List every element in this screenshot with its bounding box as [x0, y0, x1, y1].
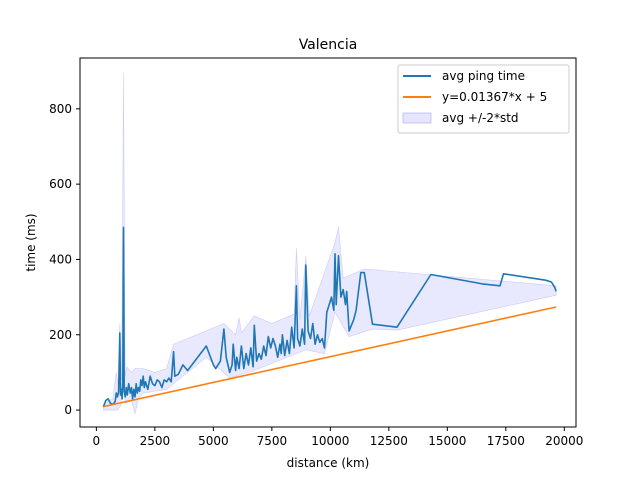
legend-fit-label: y=0.01367*x + 5: [442, 90, 547, 104]
plot-area: [102, 73, 557, 414]
legend-band-swatch: [402, 112, 432, 124]
y-tick-label: 200: [49, 328, 72, 342]
avg-ping-line: [102, 226, 557, 408]
x-tick-label: 0: [93, 434, 101, 448]
x-tick-label: 10000: [311, 434, 349, 448]
std-band-area: [103, 73, 557, 414]
y-tick-label: 400: [49, 252, 72, 266]
y-axis-label: time (ms): [24, 213, 38, 271]
y-tick-label: 800: [49, 102, 72, 116]
x-tick-label: 2500: [140, 434, 171, 448]
axes-frame: [79, 57, 577, 428]
legend-box: [397, 64, 570, 134]
legend-band-label: avg +/-2*std: [442, 111, 519, 125]
chart-title: Valencia: [299, 37, 358, 53]
x-tick-label: 5000: [198, 434, 229, 448]
x-tick-label: 7500: [257, 434, 288, 448]
fit-line: [103, 306, 557, 408]
y-axis-ticks: 0 200 400 600 800: [49, 102, 80, 417]
y-tick-label: 0: [64, 403, 72, 417]
y-tick-label: 600: [49, 177, 72, 191]
x-tick-label: 15000: [428, 434, 466, 448]
legend: avg ping time y=0.01367*x + 5 avg +/-2*s…: [397, 64, 570, 134]
legend-avg-label: avg ping time: [442, 69, 525, 83]
x-axis-ticks: 0 2500 5000 7500 10000 12500 15000 17500 20000: [93, 427, 583, 448]
x-tick-label: 17500: [487, 434, 525, 448]
x-tick-label: 12500: [370, 434, 408, 448]
x-tick-label: 20000: [545, 434, 583, 448]
x-axis-label: distance (km): [287, 456, 370, 470]
